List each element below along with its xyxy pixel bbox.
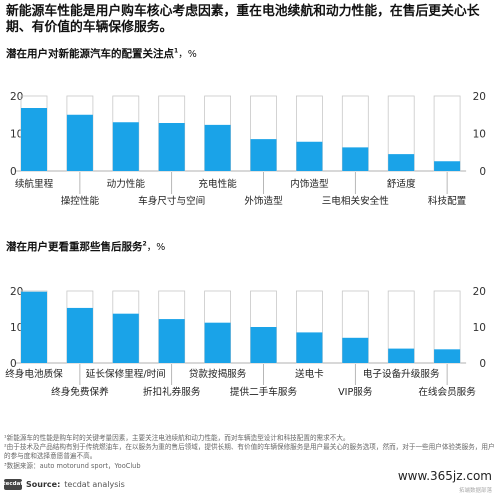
chart-2-bar-8	[388, 348, 415, 363]
chart-2-ytick-left-2: 20	[10, 286, 23, 298]
chart-1-ytick-left-2: 20	[10, 91, 23, 103]
chart-2-bar-1	[66, 307, 93, 363]
chart-1-ytick-left-1: 10	[10, 129, 23, 141]
source-line: tecdat Source: tecdat analysis	[3, 477, 125, 491]
chart-1-category-label-8: 舒适度	[387, 178, 416, 190]
source-label: Source:	[26, 479, 61, 489]
chart-2-category-label-1: 终身免费保养	[51, 386, 109, 398]
chart-1-bar-8	[388, 154, 415, 171]
chart-1-bar-5	[250, 139, 277, 171]
chart-1-category-label-7: 三电相关安全性	[322, 195, 390, 207]
chart-2-bar-4	[204, 322, 231, 363]
chart-1-bar-6	[296, 141, 323, 171]
source-text: tecdat analysis	[64, 479, 125, 489]
chart-1-bar-1	[66, 114, 93, 171]
chart-2-bar-5	[250, 327, 277, 363]
headline: 新能源车性能是用户购车核心考虑因素，重在电池续航和动力性能，在售后更关心长期、有…	[6, 4, 480, 35]
chart-1-ytick-right-2: 20	[473, 91, 486, 103]
chart-1-category-label-2: 动力性能	[107, 178, 146, 190]
chart-2-bar-7	[342, 337, 369, 363]
chart-2-ytick-right-2: 20	[473, 286, 486, 298]
chart-2-bar-3	[158, 319, 185, 363]
chart-1-bar-3	[158, 123, 185, 171]
chart-1-bar-2	[112, 122, 139, 171]
chart-1-ytick-left-0: 0	[10, 166, 17, 178]
chart-2-ytick-left-0: 0	[10, 358, 17, 370]
chart-1-title-sup: 1	[174, 47, 179, 55]
chart-2-title-text: 潜在用户更看重那些售后服务	[6, 241, 143, 253]
chart-2-ytick-right-0: 0	[479, 358, 486, 370]
chart-1-bar-0	[21, 108, 47, 171]
chart-1-category-label-9: 科技配置	[428, 195, 467, 207]
chart-2-ytick-right-1: 10	[473, 322, 486, 334]
chart-2-category-label-0: 终身电池质保	[5, 368, 63, 380]
chart-1-bar-9	[434, 161, 461, 171]
chart-1-category-label-6: 内饰造型	[290, 178, 329, 190]
chart-2-category-label-9: 在线会员服务	[418, 386, 476, 398]
chart-1-bar-4	[204, 124, 231, 171]
chart-1-category-label-1: 操控性能	[61, 195, 100, 207]
footnote-2: ²由于技术及产品结构有别于传统燃油车，在以服务为重的售后领域，提供长期、有价值的…	[4, 443, 495, 461]
chart-1-title-text: 潜在用户对新能源汽车的配置关注点	[6, 48, 174, 60]
chart-1-title: 潜在用户对新能源汽车的配置关注点1，%	[6, 46, 197, 61]
chart-2-ytick-left-1: 10	[10, 322, 23, 334]
chart-1-category-label-0: 续航里程	[15, 178, 54, 190]
chart-1-ytick-right-0: 0	[479, 166, 486, 178]
footnote-data-source: ³数据来源：auto motorund sport，YooClub	[4, 461, 141, 470]
tecdat-logo: tecdat	[3, 478, 23, 490]
chart-1-title-unit: ，%	[178, 49, 197, 60]
chart-2-bar-9	[434, 349, 461, 363]
chart-2-title-sup: 2	[142, 240, 147, 248]
chart-2-category-label-2: 延长保修里程/时间	[86, 368, 166, 380]
footnote-1: ¹新能源车的性能是购车时的关键考量因素，主要关注电池续航和动力性能，而对车辆造型…	[4, 434, 350, 442]
footnotes: ¹新能源车的性能是购车时的关键考量因素，主要关注电池续航和动力性能，而对车辆造型…	[4, 434, 496, 471]
chart-2-bar-0	[21, 291, 47, 363]
chart-2-bar-2	[112, 313, 139, 363]
chart-1-category-label-5: 外饰造型	[244, 195, 283, 207]
chart-2-category-label-6: 送电卡	[295, 368, 324, 380]
chart-2-title: 潜在用户更看重那些售后服务2，%	[6, 239, 165, 254]
watermark: www.365jz.com	[397, 469, 492, 483]
chart-2-bar-6	[296, 332, 323, 363]
chart-1-frame-9	[433, 95, 461, 172]
chart-2-category-label-3: 折扣礼券服务	[143, 386, 201, 398]
chart-2-category-label-7: VIP服务	[338, 386, 373, 398]
chart-2-category-label-8: 电子设备升级服务	[363, 368, 440, 380]
chart-2-category-label-4: 贷款按揭服务	[189, 368, 247, 380]
chart-1-category-label-3: 车身尺寸与空间	[138, 195, 205, 207]
chart-1-bar-7	[342, 147, 369, 171]
chart-1-ytick-right-1: 10	[473, 129, 486, 141]
chart-2-category-label-5: 提供二手车服务	[230, 386, 298, 398]
chart-1-category-label-4: 充电性能	[198, 178, 237, 190]
watermark-sub: 拓端数据部落	[458, 488, 492, 494]
chart-2-title-unit: ，%	[146, 242, 166, 253]
